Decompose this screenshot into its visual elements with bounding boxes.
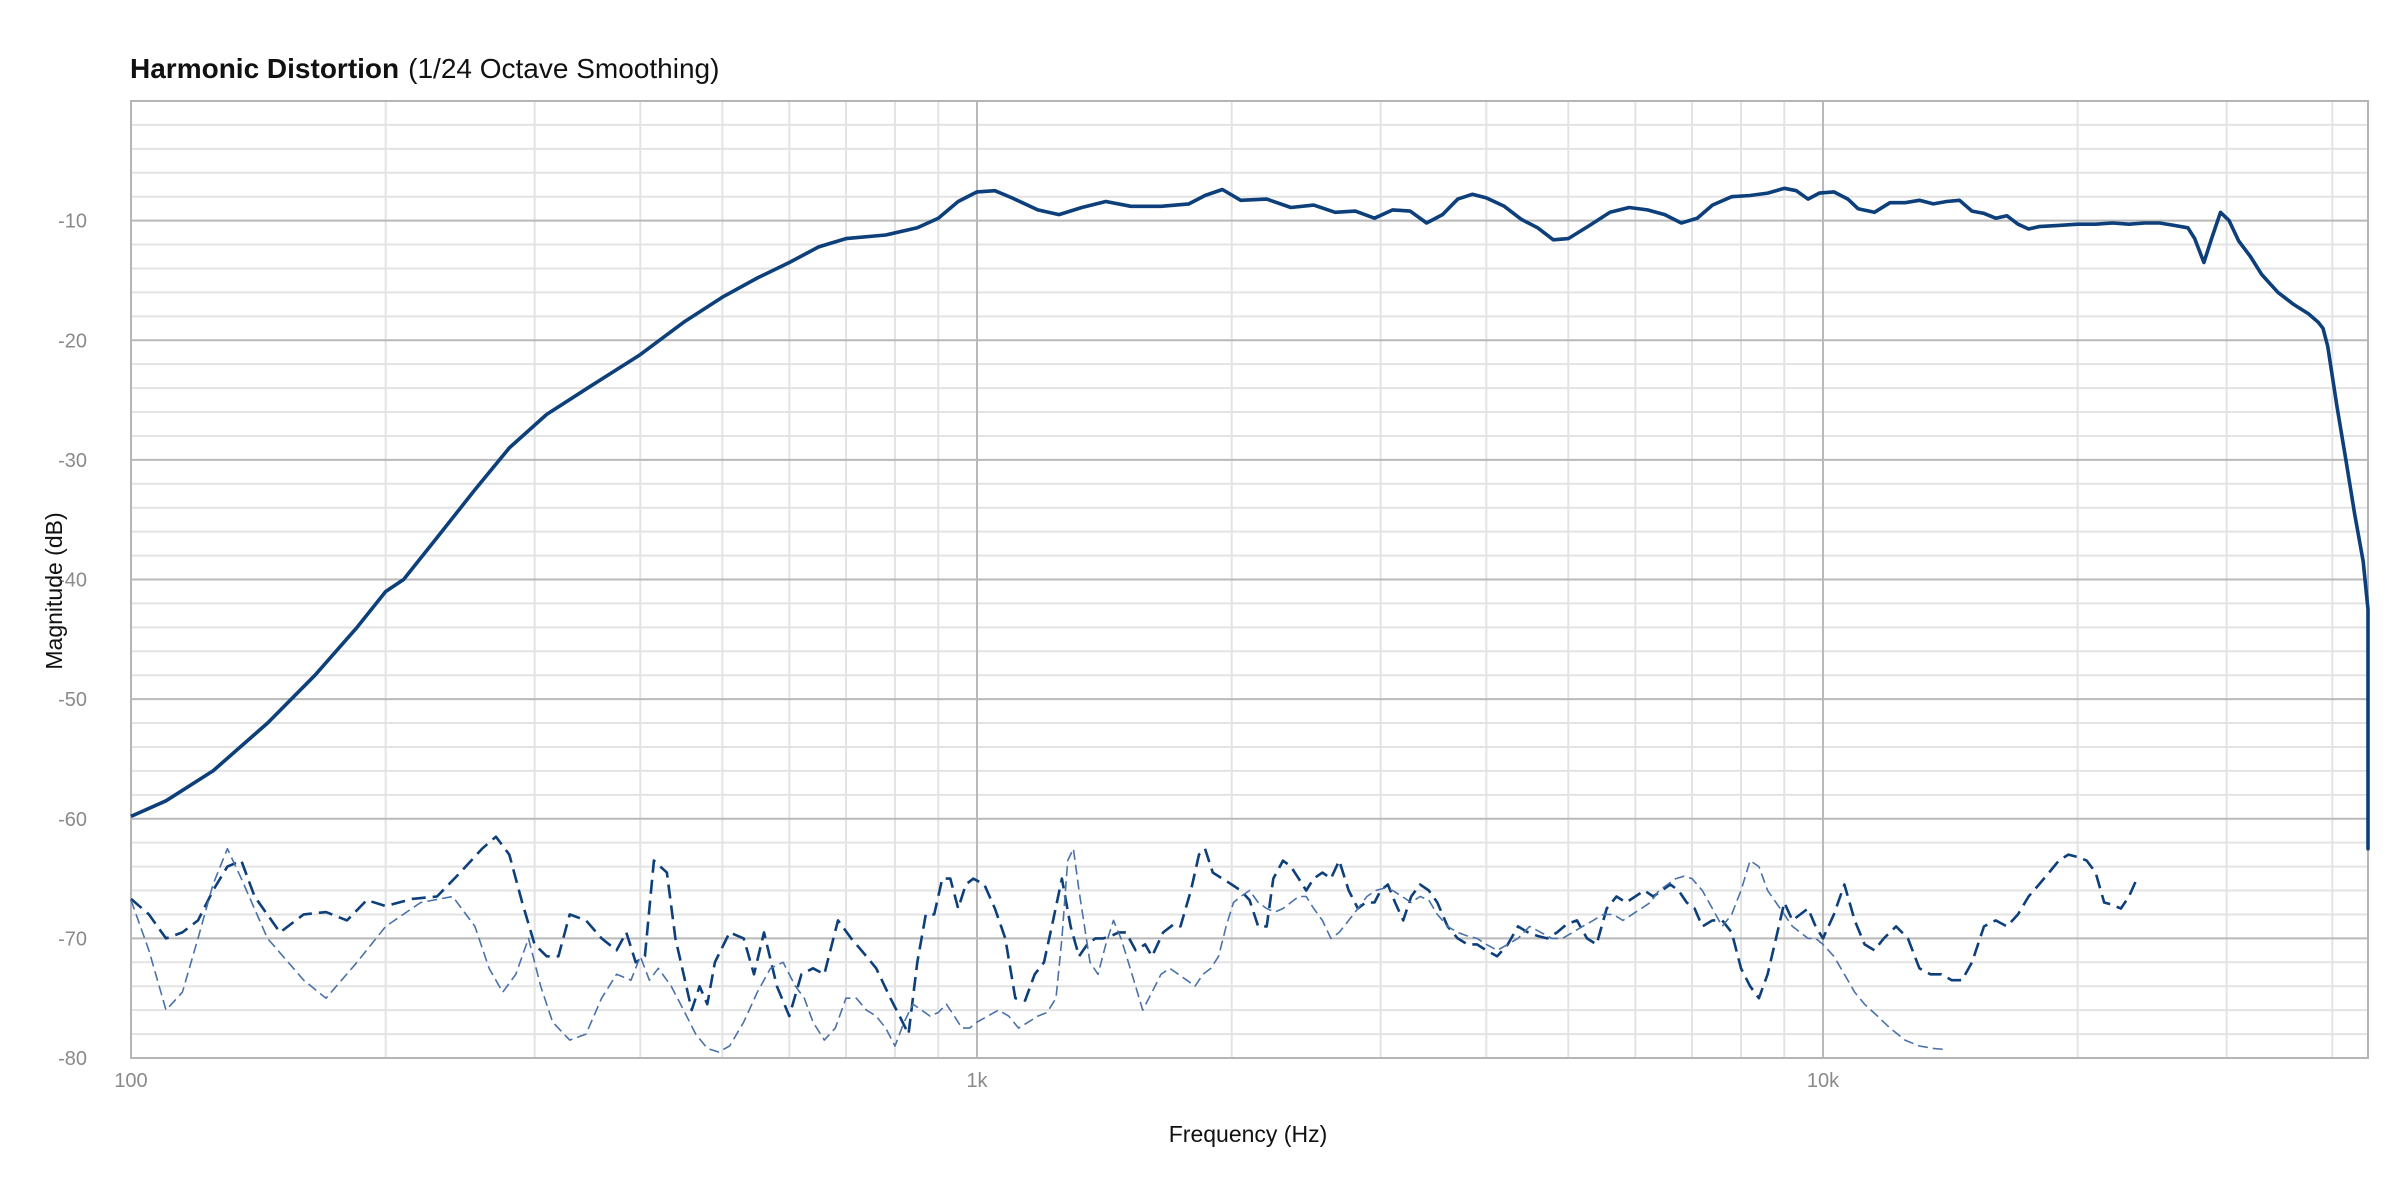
y-tick-label: -80 xyxy=(58,1048,87,1070)
y-tick-label: -10 xyxy=(58,211,87,233)
y-tick-label: -50 xyxy=(58,689,87,711)
chart-title: Harmonic Distortion xyxy=(130,53,399,84)
major-gridlines xyxy=(131,101,2368,1058)
x-axis-label: Frequency (Hz) xyxy=(1169,1121,1327,1147)
series-line-3 xyxy=(130,847,1947,1053)
series-lines xyxy=(130,186,2370,1053)
x-axis-tick-labels: 100 1k 10k xyxy=(114,1070,1840,1092)
chart-subtitle: (1/24 Octave Smoothing) xyxy=(408,53,719,84)
y-tick-label: -60 xyxy=(58,809,87,831)
y-axis-tick-labels: -10 -20 -30 -40 -50 -60 -70 -80 xyxy=(58,211,87,1070)
y-tick-label: -30 xyxy=(58,450,87,472)
y-tick-label: -70 xyxy=(58,928,87,950)
plot-frame xyxy=(130,100,2369,1059)
x-tick-label: 100 xyxy=(114,1070,147,1092)
chart-title-group: Harmonic Distortion (1/24 Octave Smoothin… xyxy=(130,53,719,84)
x-tick-label: 1k xyxy=(966,1070,988,1092)
series-line-2 xyxy=(130,835,2139,1036)
x-tick-label: 10k xyxy=(1807,1070,1840,1092)
y-tick-label: -20 xyxy=(58,330,87,352)
y-tick-label: -40 xyxy=(58,570,87,592)
series-line-1 xyxy=(130,186,2370,851)
y-axis-label: Magnitude (dB) xyxy=(41,512,67,669)
minor-gridlines xyxy=(131,101,2368,1058)
